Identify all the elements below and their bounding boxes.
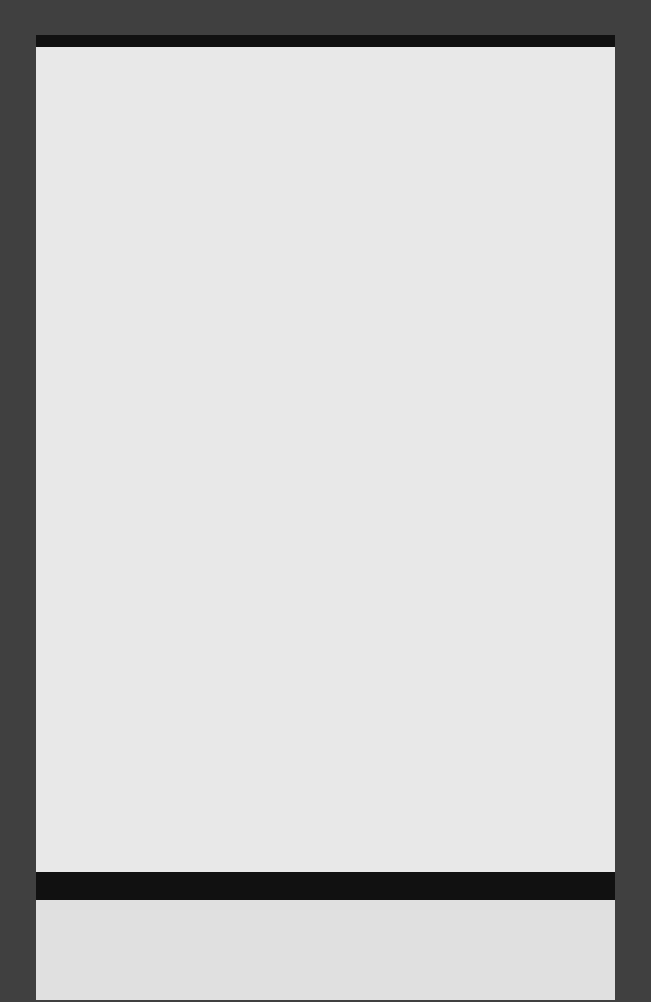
Text: Rochdale: Rochdale [541,910,585,919]
Text: Year 12 Homework 14: Year 12 Homework 14 [219,911,363,924]
Text: (ii) the radius of C.: (ii) the radius of C. [105,554,203,564]
Text: (i)  the coordinates of the centre of C,: (i) the coordinates of the centre of C, [105,538,302,548]
Text: Question 3: Question 3 [76,150,137,160]
Text: The circle: The circle [256,82,325,95]
Text: sixth form: sixth form [549,932,577,937]
Text: y: y [242,172,248,182]
Text: 2y + x + 6 = 0: 2y + x + 6 = 0 [249,497,333,507]
Text: Please answer on lined paper: Please answer on lined paper [76,124,220,134]
Text: college: college [553,945,573,950]
Text: Please show all working: Please show all working [76,965,184,974]
Text: Please show all working: Please show all working [76,109,193,119]
Text: x² + y² − 10x − 8y + 32 = 0: x² + y² − 10x − 8y + 32 = 0 [211,459,370,469]
Text: Year 12 Homework 14: Year 12 Homework 14 [214,66,368,79]
Text: Rochdale: Rochdale [541,49,585,58]
Text: sixth form: sixth form [549,72,577,77]
Text: Page 4 of 6: Page 4 of 6 [296,849,355,859]
Text: x: x [485,325,492,335]
Text: O: O [222,340,230,350]
Text: Figure 3 shows the circle C with equation: Figure 3 shows the circle C with equatio… [82,442,297,452]
Text: Please answer on lined paper: Please answer on lined paper [76,985,209,993]
Text: college: college [553,86,573,91]
Text: ⎕: ⎕ [44,49,51,59]
Text: l: l [426,390,430,403]
Text: The circle: The circle [258,936,323,949]
Text: Figure 3: Figure 3 [287,419,329,429]
Text: (5): (5) [560,578,575,588]
Text: 4 of 6: 4 of 6 [65,49,97,59]
Text: and the line l with equation: and the line l with equation [82,479,225,489]
Text: (a) Find: (a) Find [76,522,115,532]
Text: (3): (3) [560,554,575,564]
Text: (b) Find the shortest distance between C and l.: (b) Find the shortest distance between C… [76,578,321,588]
Text: C: C [449,189,457,202]
